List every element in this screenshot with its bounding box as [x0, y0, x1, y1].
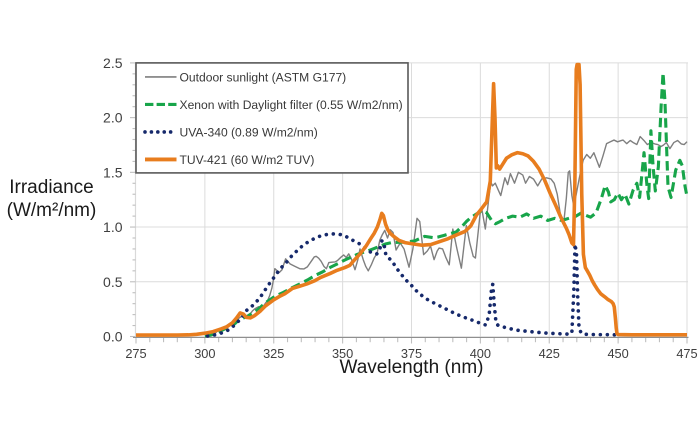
x-tick-label: 350: [332, 346, 353, 361]
x-tick-label: 275: [125, 346, 146, 361]
x-tick-label: 325: [263, 346, 284, 361]
tick-labels: 0.0 0.5 1.0 1.5 2.0 2.5 275 300 325 350 375 400 425 4…: [103, 55, 698, 361]
legend-label: TUV-421 (60 W/m2 TUV): [180, 153, 315, 167]
legend-label: UVA-340 (0.89 W/m2/nm): [180, 126, 318, 140]
legend-entry: UVA-340 (0.89 W/m2/nm): [143, 126, 318, 140]
y-tick-label: 2.0: [103, 110, 123, 126]
legend: Outdoor sunlight (ASTM G177) Xenon with D…: [135, 62, 409, 174]
y-axis-title-line1: Irradiance: [9, 177, 94, 198]
legend-label: Outdoor sunlight (ASTM G177): [180, 71, 347, 85]
series-line-3: [136, 62, 687, 337]
series-line-2: [205, 232, 619, 338]
y-tick-label: 0.5: [103, 274, 123, 290]
x-axis-title: Wavelength (nm): [339, 356, 484, 378]
legend-label: Xenon with Daylight filter (0.55 W/m2/nm…: [180, 98, 403, 112]
series-layer: [136, 62, 689, 338]
x-tick-label: 300: [194, 346, 215, 361]
x-tick-label: 375: [401, 346, 422, 361]
legend-entry: Outdoor sunlight (ASTM G177): [145, 71, 346, 85]
y-axis-title: Irradiance (W/m²/nm): [0, 176, 103, 222]
x-tick-label: 400: [470, 346, 491, 361]
x-tick-label: 450: [607, 346, 628, 361]
y-tick-label: 1.0: [103, 219, 123, 235]
legend-box: [135, 62, 409, 174]
y-tick-label: 0.0: [103, 329, 123, 345]
y-tick-label: 2.5: [103, 55, 123, 71]
y-tick-label: 1.5: [103, 164, 123, 180]
legend-entry: TUV-421 (60 W/m2 TUV): [145, 153, 314, 167]
x-tick-label: 475: [676, 346, 697, 361]
x-tick-label: 425: [539, 346, 560, 361]
legend-entry: Xenon with Daylight filter (0.55 W/m2/nm…: [145, 98, 403, 112]
y-axis-title-line2: (W/m²/nm): [6, 200, 97, 221]
series-line-0: [207, 135, 688, 337]
